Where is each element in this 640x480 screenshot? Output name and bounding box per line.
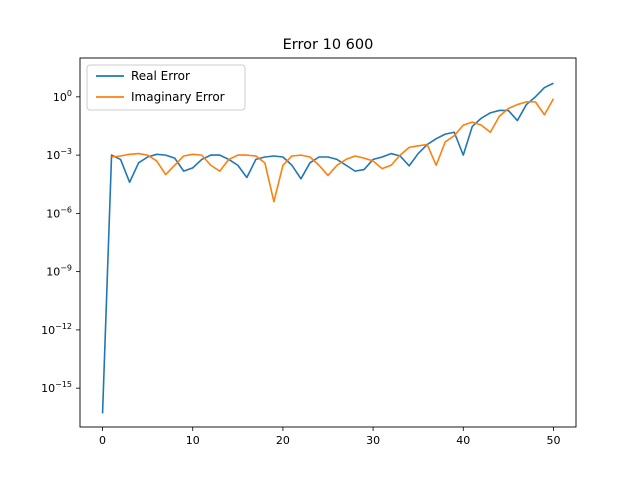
x-tick-label: 20: [276, 434, 290, 447]
legend-label: Real Error: [131, 69, 190, 83]
y-tick-label: 100: [53, 89, 72, 104]
chart-title: Error 10 600: [283, 37, 374, 53]
x-tick-label: 10: [186, 434, 200, 447]
x-tick-label: 0: [99, 434, 106, 447]
legend-label: Imaginary Error: [131, 90, 225, 104]
y-tick-label: 10−9: [46, 264, 72, 279]
legend: Real Error Imaginary Error: [86, 64, 246, 111]
y-tick-label: 10−12: [41, 322, 72, 337]
y-axis-ticks: 10−15 10−12 10−9 10−6 10−3 100: [41, 89, 80, 395]
series-line-1: [111, 98, 555, 203]
plot-content: [101, 82, 555, 414]
x-axis-ticks: 0 10 20 30 40 50: [99, 427, 560, 447]
y-tick-label: 10−15: [41, 380, 72, 395]
x-tick-label: 40: [456, 434, 470, 447]
legend-box: [86, 64, 246, 111]
axes-frame: [79, 57, 577, 428]
x-tick-label: 30: [366, 434, 380, 447]
x-tick-label: 50: [546, 434, 560, 447]
y-tick-label: 10−3: [46, 147, 72, 162]
y-tick-label: 10−6: [46, 205, 72, 220]
